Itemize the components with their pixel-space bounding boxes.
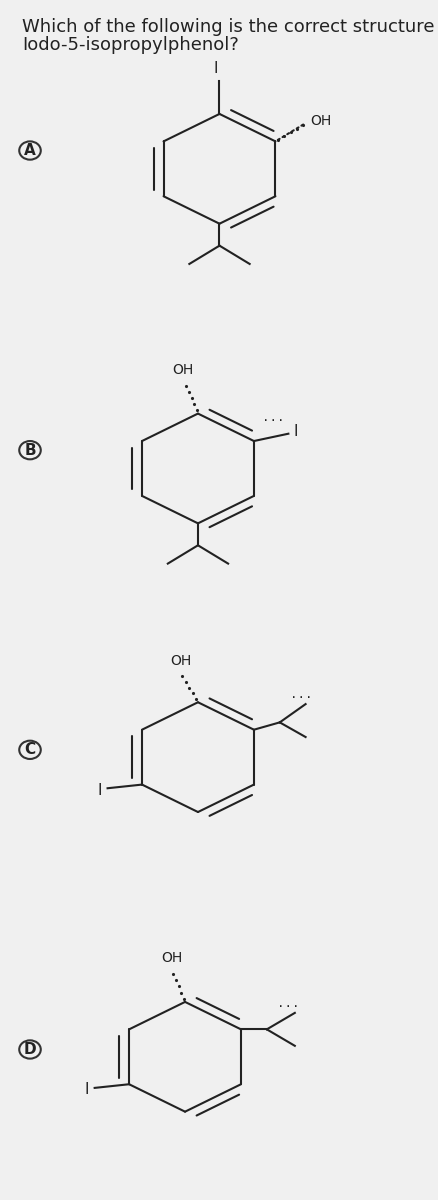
Text: OH: OH xyxy=(161,952,182,965)
Text: OH: OH xyxy=(309,114,330,128)
Text: Which of the following is the correct structure for 2-: Which of the following is the correct st… xyxy=(22,18,438,36)
Text: I: I xyxy=(98,782,102,798)
Text: I: I xyxy=(293,425,297,439)
Text: I: I xyxy=(213,60,218,76)
Text: B: B xyxy=(24,443,36,457)
Text: OH: OH xyxy=(170,654,191,667)
Text: I: I xyxy=(85,1082,89,1097)
Text: ...: ... xyxy=(261,410,284,424)
Text: C: C xyxy=(25,743,35,757)
Text: ...: ... xyxy=(290,689,312,702)
Text: ...: ... xyxy=(276,997,299,1010)
Text: A: A xyxy=(24,143,36,158)
Text: Iodo-5-isopropylphenol?: Iodo-5-isopropylphenol? xyxy=(22,36,238,54)
Text: OH: OH xyxy=(172,362,193,377)
Text: D: D xyxy=(24,1042,36,1057)
